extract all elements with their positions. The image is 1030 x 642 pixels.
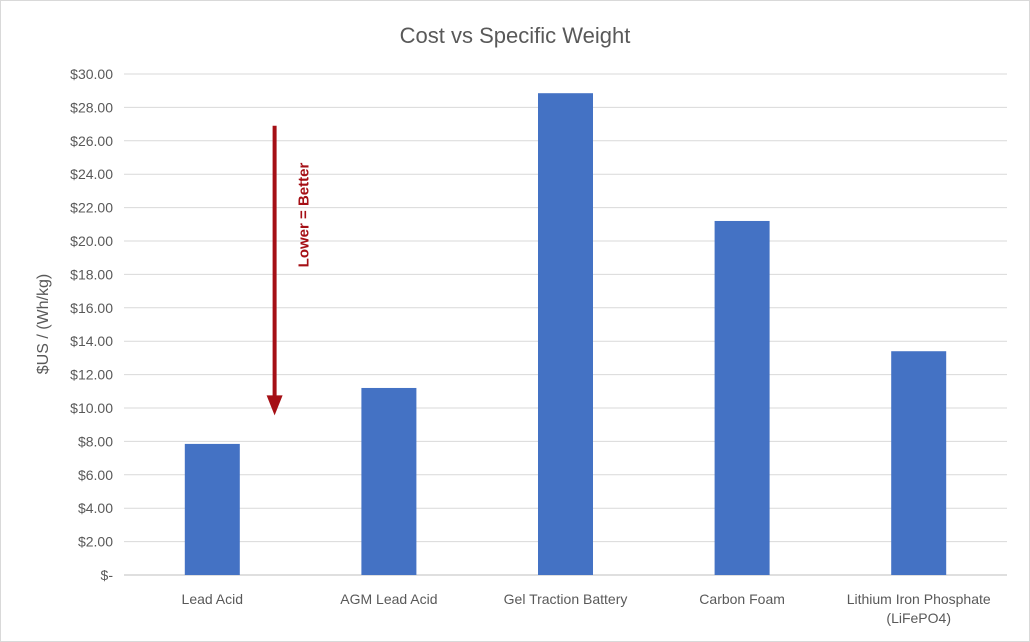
chart-title: Cost vs Specific Weight — [400, 23, 631, 48]
annotation-label: Lower = Better — [296, 163, 313, 268]
y-tick-label: $14.00 — [70, 333, 113, 349]
y-tick-labels: $- $2.00 $4.00 $6.00 $8.00 $10.00 $12.00 $14.00… — [70, 66, 113, 583]
x-tick-label: Carbon Foam — [699, 591, 785, 607]
y-tick-label: $30.00 — [70, 66, 113, 82]
x-tick-labels: Lead Acid AGM Lead Acid Gel Traction Batte… — [182, 591, 991, 626]
y-tick-label: $28.00 — [70, 99, 113, 115]
x-tick-label: AGM Lead Acid — [340, 591, 437, 607]
y-tick-label: $4.00 — [78, 500, 113, 516]
bar — [184, 443, 240, 575]
y-tick-label: $24.00 — [70, 166, 113, 182]
y-tick-label: $12.00 — [70, 367, 113, 383]
bars — [184, 93, 947, 575]
y-tick-label: $22.00 — [70, 200, 113, 216]
y-tick-label: $- — [101, 567, 114, 583]
y-tick-label: $16.00 — [70, 300, 113, 316]
y-tick-label: $18.00 — [70, 266, 113, 282]
x-tick-label: Gel Traction Battery — [504, 591, 628, 607]
down-arrow-icon — [266, 395, 283, 416]
annotation: Lower = Better — [266, 125, 313, 416]
y-axis-label: $US / (Wh/kg) — [35, 274, 52, 374]
y-tick-label: $8.00 — [78, 433, 113, 449]
x-tick-label: Lead Acid — [182, 591, 244, 607]
y-tick-label: $20.00 — [70, 233, 113, 249]
x-tick-label: (LiFePO4) — [886, 610, 951, 626]
y-tick-label: $10.00 — [70, 400, 113, 416]
bar — [891, 351, 947, 575]
bar — [538, 93, 593, 575]
bar — [714, 220, 770, 575]
y-tick-label: $6.00 — [78, 467, 113, 483]
y-tick-label: $26.00 — [70, 133, 113, 149]
bar — [361, 387, 417, 575]
y-tick-label: $2.00 — [78, 534, 113, 550]
x-tick-label: Lithium Iron Phosphate — [847, 591, 991, 607]
